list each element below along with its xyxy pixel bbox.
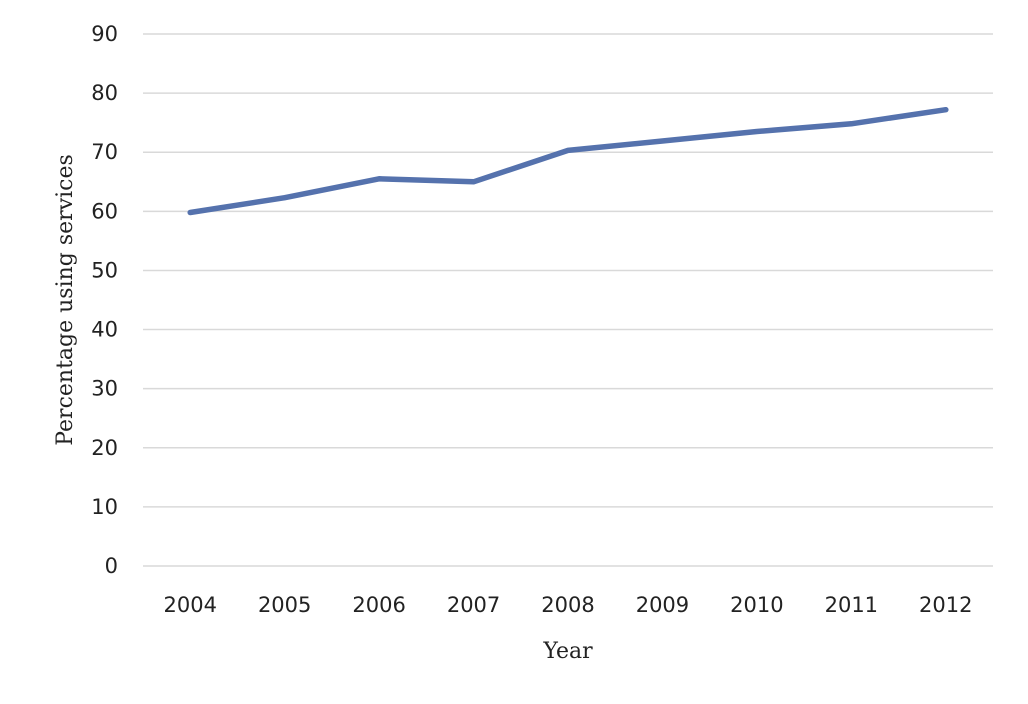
data-point-2007 [471,179,477,185]
x-axis-title: Year [542,639,593,664]
y-tick-label: 30 [91,377,118,401]
x-tick-label: 2007 [447,593,500,617]
y-tick-label: 40 [91,318,118,342]
data-point-2004 [187,210,193,216]
data-point-2006 [376,176,382,182]
data-point-2012 [943,107,949,113]
y-tick-label: 70 [91,140,118,164]
series-group [187,106,949,216]
y-tick-label: 90 [91,22,118,46]
y-tick-label: 80 [91,81,118,105]
y-tick-label: 20 [91,436,118,460]
x-tick-label: 2008 [541,593,594,617]
y-tick-label: 50 [91,258,118,282]
data-point-2005 [282,195,288,201]
x-tick-label: 2012 [919,593,972,617]
x-tick-label: 2005 [258,593,311,617]
x-axis-tick-labels: 2004 2005 2006 2007 2008 2009 2010 2011 2012 [163,593,972,617]
y-tick-label: 10 [91,495,118,519]
gridlines [143,33,993,567]
x-tick-label: 2009 [636,593,689,617]
series-line-0 [187,106,949,216]
x-tick-label: 2004 [163,593,216,617]
x-tick-label: 2006 [352,593,405,617]
data-point-2008 [565,147,571,153]
data-point-2011 [848,121,854,127]
y-tick-label: 0 [105,554,118,578]
x-tick-label: 2011 [825,593,878,617]
data-point-2009 [659,138,665,144]
y-axis-tick-labels: 0 10 20 30 40 50 60 70 80 90 [91,22,118,578]
y-tick-label: 60 [91,199,118,223]
data-point-2010 [754,129,760,135]
x-tick-label: 2010 [730,593,783,617]
y-axis-title: Percentage using services [53,154,78,446]
